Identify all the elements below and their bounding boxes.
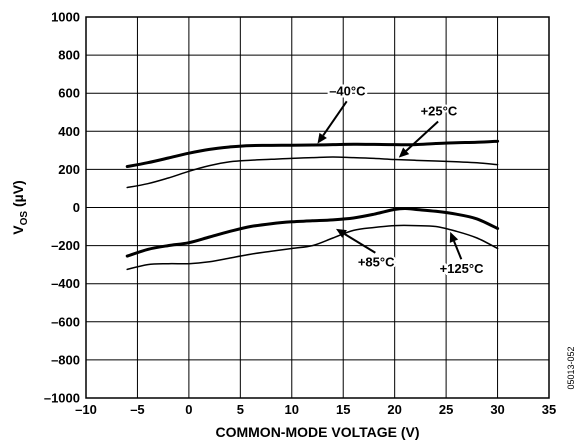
y-tick-label: 200 <box>58 162 80 177</box>
y-tick-label: –400 <box>51 276 80 291</box>
figure-code: 05013-052 <box>566 346 576 389</box>
x-tick-label: 20 <box>387 402 401 417</box>
annotation-arrow-head <box>336 228 347 238</box>
y-tick-label: 1000 <box>51 10 80 25</box>
series-line-0 <box>125 139 500 168</box>
x-tick-label: 30 <box>490 402 504 417</box>
y-tick-label: 0 <box>73 200 80 215</box>
y-tick-label: –800 <box>51 352 80 367</box>
annotation-arrow-shaft <box>322 100 348 137</box>
x-tick-label: –10 <box>75 402 97 417</box>
y-tick-label: 600 <box>58 86 80 101</box>
series-label: +85°C <box>358 255 395 270</box>
annotation-arrow-shaft <box>344 233 376 254</box>
x-tick-label: 0 <box>185 402 192 417</box>
y-tick-label: –200 <box>51 238 80 253</box>
x-tick-label: –5 <box>130 402 144 417</box>
y-axis-title-unit: (µV) <box>10 180 26 211</box>
annotation-arrow-head <box>398 147 410 158</box>
plot-frame <box>85 16 550 399</box>
grid <box>86 17 549 398</box>
annotation-arrow-shaft <box>453 240 463 260</box>
y-axis-title-sub: OS <box>19 211 30 226</box>
x-tick-label: 25 <box>439 402 453 417</box>
y-axis-title: VOS (µV) <box>10 180 30 234</box>
x-tick-label: 35 <box>542 402 556 417</box>
x-axis-title: COMMON-MODE VOLTAGE (V) <box>215 424 419 440</box>
x-tick-label: 5 <box>237 402 244 417</box>
annotation-arrow-shaft <box>405 120 439 152</box>
y-tick-label: 800 <box>58 48 80 63</box>
y-tick-labels: 1000 800 600 400 200 0 –200 –400 –600 –800 –1000 <box>44 10 80 406</box>
series-line-3 <box>126 224 499 271</box>
annotations: –40°C +25°C +85°C +125°C <box>317 81 486 278</box>
series-label: +25°C <box>421 103 458 118</box>
annotation-arrow-head <box>449 231 459 243</box>
x-tick-label: 15 <box>336 402 350 417</box>
y-tick-label: –1000 <box>44 391 80 406</box>
series-label: +125°C <box>440 261 484 276</box>
annotation-arrow-head <box>317 132 327 144</box>
x-tick-labels: –10 –5 0 5 10 15 20 25 30 35 <box>75 402 556 417</box>
series-lines <box>125 139 500 271</box>
series-line-2 <box>125 207 500 258</box>
y-tick-label: 400 <box>58 124 80 139</box>
y-axis-title-main: V <box>10 225 26 235</box>
series-label: –40°C <box>329 83 366 98</box>
x-tick-label: 10 <box>285 402 299 417</box>
series-line-1 <box>126 156 499 189</box>
y-tick-label: –600 <box>51 314 80 329</box>
